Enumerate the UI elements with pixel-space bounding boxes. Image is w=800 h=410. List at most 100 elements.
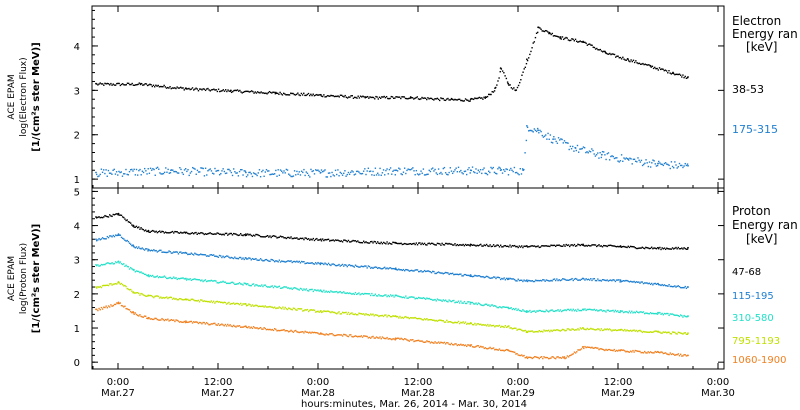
data-point	[547, 280, 550, 282]
data-point	[271, 306, 274, 308]
data-point	[391, 295, 393, 297]
data-point	[197, 279, 200, 281]
data-point	[401, 243, 404, 246]
data-point	[606, 53, 609, 55]
data-point	[153, 249, 155, 251]
data-point	[548, 138, 550, 141]
data-point	[208, 89, 210, 91]
data-point	[604, 245, 606, 247]
data-point	[393, 315, 395, 318]
data-point	[592, 244, 594, 246]
data-point	[209, 323, 211, 326]
series-node	[574, 147, 577, 149]
data-point	[158, 297, 161, 299]
data-point	[121, 175, 124, 177]
data-point	[631, 281, 633, 283]
legend-entry: 795-1193	[732, 336, 780, 347]
data-point	[420, 269, 422, 272]
data-point	[166, 232, 168, 234]
data-point	[482, 346, 484, 348]
data-point	[592, 347, 594, 350]
data-point	[97, 84, 99, 86]
data-point	[461, 302, 463, 304]
data-point	[544, 356, 546, 359]
data-point	[660, 351, 662, 353]
data-point	[611, 310, 613, 312]
data-point	[514, 171, 517, 174]
data-point	[646, 162, 648, 164]
data-point	[594, 244, 597, 246]
data-point	[286, 287, 289, 289]
data-point	[667, 285, 669, 287]
data-point	[526, 331, 529, 334]
data-point	[420, 170, 422, 172]
data-point	[499, 71, 501, 73]
data-point	[150, 318, 153, 320]
data-point	[119, 283, 122, 285]
data-point	[528, 246, 530, 248]
data-point	[488, 304, 490, 306]
data-point	[547, 245, 550, 247]
data-point	[291, 309, 293, 311]
series-node	[319, 93, 322, 96]
data-point	[138, 270, 140, 273]
data-point	[126, 308, 128, 310]
data-point	[271, 285, 274, 287]
data-point	[402, 296, 405, 298]
data-point	[430, 341, 433, 343]
data-point	[378, 337, 380, 339]
data-point	[332, 291, 334, 293]
data-point	[127, 288, 130, 290]
data-point	[245, 175, 248, 178]
data-point	[287, 94, 290, 96]
data-point	[196, 300, 198, 302]
data-point	[100, 83, 103, 85]
data-point	[127, 174, 130, 176]
data-point	[298, 238, 300, 240]
data-point	[153, 318, 155, 321]
data-point	[409, 317, 412, 319]
data-point	[284, 306, 286, 309]
data-point	[581, 147, 583, 150]
data-point	[658, 67, 661, 69]
data-point	[110, 82, 112, 85]
data-point	[447, 342, 449, 344]
data-point	[369, 240, 372, 243]
data-point	[167, 277, 169, 280]
data-point	[631, 245, 633, 248]
data-point	[406, 169, 408, 172]
data-point	[564, 357, 566, 360]
data-point	[407, 339, 409, 342]
data-point	[335, 95, 337, 98]
data-point	[410, 168, 413, 170]
data-point	[530, 280, 532, 282]
series-node	[619, 279, 622, 282]
data-point	[229, 303, 231, 305]
data-point	[242, 91, 245, 93]
data-point	[348, 96, 350, 98]
data-point	[124, 265, 126, 267]
data-point	[286, 169, 289, 171]
data-point	[194, 299, 196, 302]
data-point	[503, 306, 505, 308]
data-point	[282, 329, 284, 331]
data-point	[626, 329, 628, 331]
data-point	[269, 260, 271, 263]
data-point	[373, 240, 375, 243]
data-point	[627, 280, 629, 282]
data-point	[256, 233, 258, 236]
data-point	[306, 172, 309, 175]
data-point	[479, 97, 482, 99]
data-point	[528, 330, 530, 332]
data-point	[455, 343, 457, 345]
data-point	[602, 244, 605, 247]
data-point	[556, 35, 558, 38]
data-point	[437, 168, 440, 170]
data-point	[673, 331, 675, 333]
data-point	[627, 329, 629, 332]
data-point	[506, 278, 509, 281]
data-point	[684, 332, 686, 334]
data-point	[109, 262, 111, 265]
data-point	[504, 170, 506, 173]
data-point	[437, 299, 440, 301]
